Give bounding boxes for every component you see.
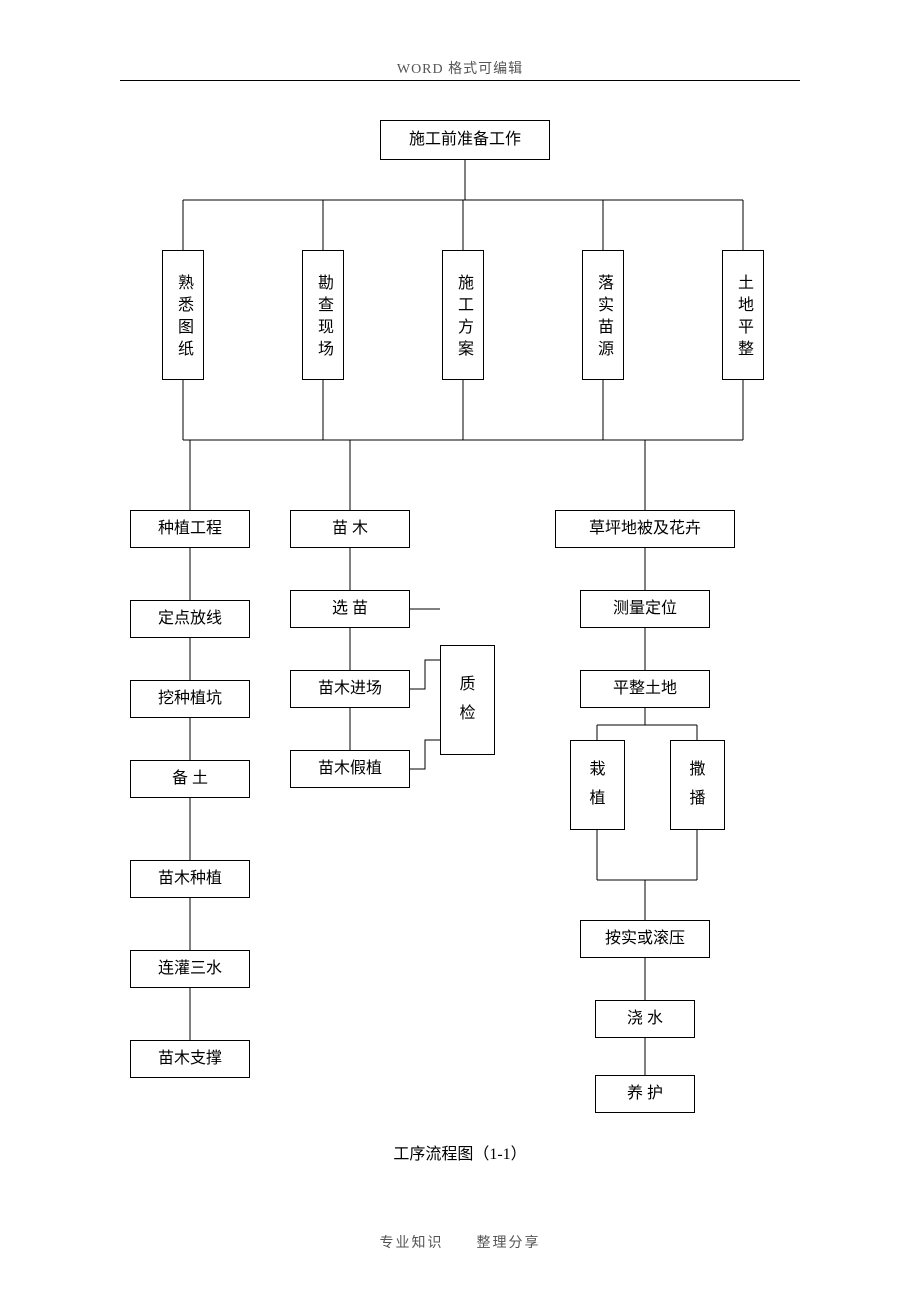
- node-m3: 苗木假植: [290, 750, 410, 788]
- node-r1: 测量定位: [580, 590, 710, 628]
- node-b2: 苗 木: [290, 510, 410, 548]
- node-l6: 苗木支撑: [130, 1040, 250, 1078]
- page: WORD 格式可编辑 施工前准备工作熟悉图纸勘查现场施工方案落实苗源土地平整种植…: [0, 0, 920, 1302]
- node-l4: 苗木种植: [130, 860, 250, 898]
- footer-right: 整理分享: [477, 1236, 541, 1251]
- node-r3b: 撒播: [670, 740, 725, 830]
- node-r6: 养 护: [595, 1075, 695, 1113]
- node-p5: 土地平整: [722, 250, 764, 380]
- figure-caption: 工序流程图（1-1）: [0, 1140, 920, 1164]
- node-r4: 按实或滚压: [580, 920, 710, 958]
- node-r3a: 栽植: [570, 740, 625, 830]
- node-root: 施工前准备工作: [380, 120, 550, 160]
- node-r5: 浇 水: [595, 1000, 695, 1038]
- node-qc: 质检: [440, 645, 495, 755]
- node-p1: 熟悉图纸: [162, 250, 204, 380]
- node-p4: 落实苗源: [582, 250, 624, 380]
- node-l3: 备 土: [130, 760, 250, 798]
- node-m1: 选 苗: [290, 590, 410, 628]
- page-footer: 专业知识 整理分享: [0, 1232, 920, 1252]
- node-l2: 挖种植坑: [130, 680, 250, 718]
- node-m2: 苗木进场: [290, 670, 410, 708]
- node-p2: 勘查现场: [302, 250, 344, 380]
- node-b1: 种植工程: [130, 510, 250, 548]
- node-p3: 施工方案: [442, 250, 484, 380]
- footer-left: 专业知识: [380, 1236, 444, 1251]
- node-l5: 连灌三水: [130, 950, 250, 988]
- node-r2: 平整土地: [580, 670, 710, 708]
- node-l1: 定点放线: [130, 600, 250, 638]
- node-b3: 草坪地被及花卉: [555, 510, 735, 548]
